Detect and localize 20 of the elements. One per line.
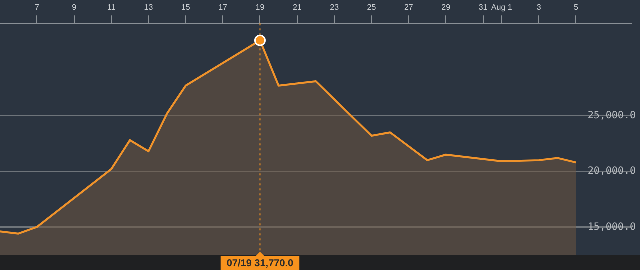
y-tick-label: 15,000.0 (588, 222, 636, 233)
y-tick-label: 25,000.0 (588, 110, 636, 122)
ref-line-label: 07/19 31,770.0 (226, 258, 294, 270)
x-tick-label: 11 (107, 3, 116, 12)
x-tick-label: 27 (404, 3, 414, 12)
x-tick-label: Aug 1 (491, 3, 513, 12)
x-tick-label: 17 (218, 3, 228, 12)
x-tick-label: 19 (256, 3, 266, 12)
x-tick-label: 23 (330, 3, 340, 12)
x-tick-label: 15 (181, 3, 191, 12)
x-tick-label: 25 (367, 3, 377, 12)
x-tick-label: 7 (34, 3, 40, 12)
y-tick-label: 20,000.0 (588, 166, 636, 178)
x-tick-label: 5 (574, 3, 580, 12)
x-tick-label: 9 (72, 3, 78, 12)
x-tick-label: 29 (442, 3, 452, 12)
x-tick-label: 31 (478, 3, 488, 12)
x-tick-label: 13 (144, 3, 154, 12)
x-tick-label: 3 (536, 3, 542, 12)
x-tick-label: 21 (292, 3, 302, 12)
